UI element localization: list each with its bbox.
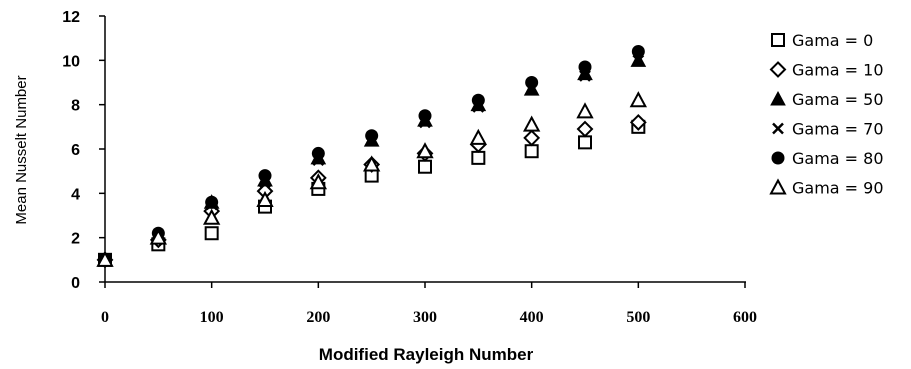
data-point (418, 159, 432, 174)
data-point (629, 91, 648, 108)
data-point (416, 142, 434, 159)
data-point (365, 129, 379, 143)
legend-label: Gama = 70 (792, 120, 884, 139)
data-point (471, 93, 485, 107)
tick-labels: 0 2 4 6 8 10 12 0 100 200 300 400 500 600 (62, 9, 757, 326)
data-point (149, 228, 168, 245)
y-tick-label: 8 (71, 98, 80, 115)
data-point (362, 155, 381, 172)
legend-marker (771, 33, 785, 47)
legend: Gama = 0 Gama = 10 Gama = 50 Gama = 70 Gama … (769, 31, 884, 198)
legend-entry: Gama = 0 (771, 31, 873, 50)
data-point (525, 76, 539, 89)
data-point (629, 113, 647, 131)
data-points (96, 44, 648, 269)
y-axis-title: Mean Nusselt Number (13, 75, 30, 224)
x-axis-title: Modified Rayleigh Number (319, 345, 534, 364)
legend-entry: Gama = 50 (770, 90, 884, 109)
y-tick-label: 6 (71, 142, 80, 159)
data-point (522, 115, 541, 132)
y-tick-label: 2 (71, 231, 80, 248)
legend-entry: Gama = 70 (772, 120, 884, 139)
legend-label: Gama = 10 (792, 61, 884, 80)
legend-marker (770, 90, 786, 106)
x-tick-label: 100 (200, 309, 224, 326)
y-tick-label: 12 (62, 9, 80, 26)
x-tick-label: 200 (306, 309, 330, 326)
axes (99, 15, 746, 288)
x-stroke (772, 122, 784, 135)
data-point (576, 120, 594, 138)
legend-entry: Gama = 90 (769, 178, 884, 198)
x-tick-label: 600 (733, 309, 757, 326)
data-point (418, 109, 432, 123)
data-point (204, 226, 219, 241)
data-point (631, 44, 645, 58)
series-5 (96, 91, 648, 267)
legend-label: Gama = 90 (792, 179, 884, 198)
data-point (256, 190, 274, 207)
data-point (578, 60, 592, 74)
x-tick-label: 400 (520, 309, 544, 326)
x-tick-label: 500 (626, 309, 650, 326)
y-tick-label: 10 (62, 53, 80, 70)
data-point (258, 169, 272, 183)
data-point (524, 144, 539, 159)
x-tick-label: 300 (413, 309, 437, 326)
legend-label: Gama = 80 (792, 149, 884, 168)
data-point (471, 150, 486, 165)
data-point (309, 173, 328, 190)
legend-label: Gama = 0 (792, 31, 873, 50)
legend-entry: Gama = 80 (771, 149, 884, 168)
legend-marker (771, 151, 785, 165)
data-point (311, 146, 325, 160)
data-point (202, 208, 221, 225)
legend-entry: Gama = 10 (769, 61, 884, 80)
data-point (205, 195, 219, 209)
legend-label: Gama = 50 (792, 90, 884, 109)
data-point (523, 129, 541, 147)
legend-marker (772, 122, 784, 135)
x-tick-label: 0 (101, 309, 109, 326)
y-tick-label: 4 (71, 186, 80, 203)
legend-marker (769, 61, 787, 78)
legend-marker (769, 178, 787, 195)
data-point (469, 128, 488, 145)
y-tick-label: 0 (71, 275, 80, 292)
data-point (96, 250, 114, 267)
data-point (578, 135, 592, 150)
data-point (576, 102, 594, 119)
